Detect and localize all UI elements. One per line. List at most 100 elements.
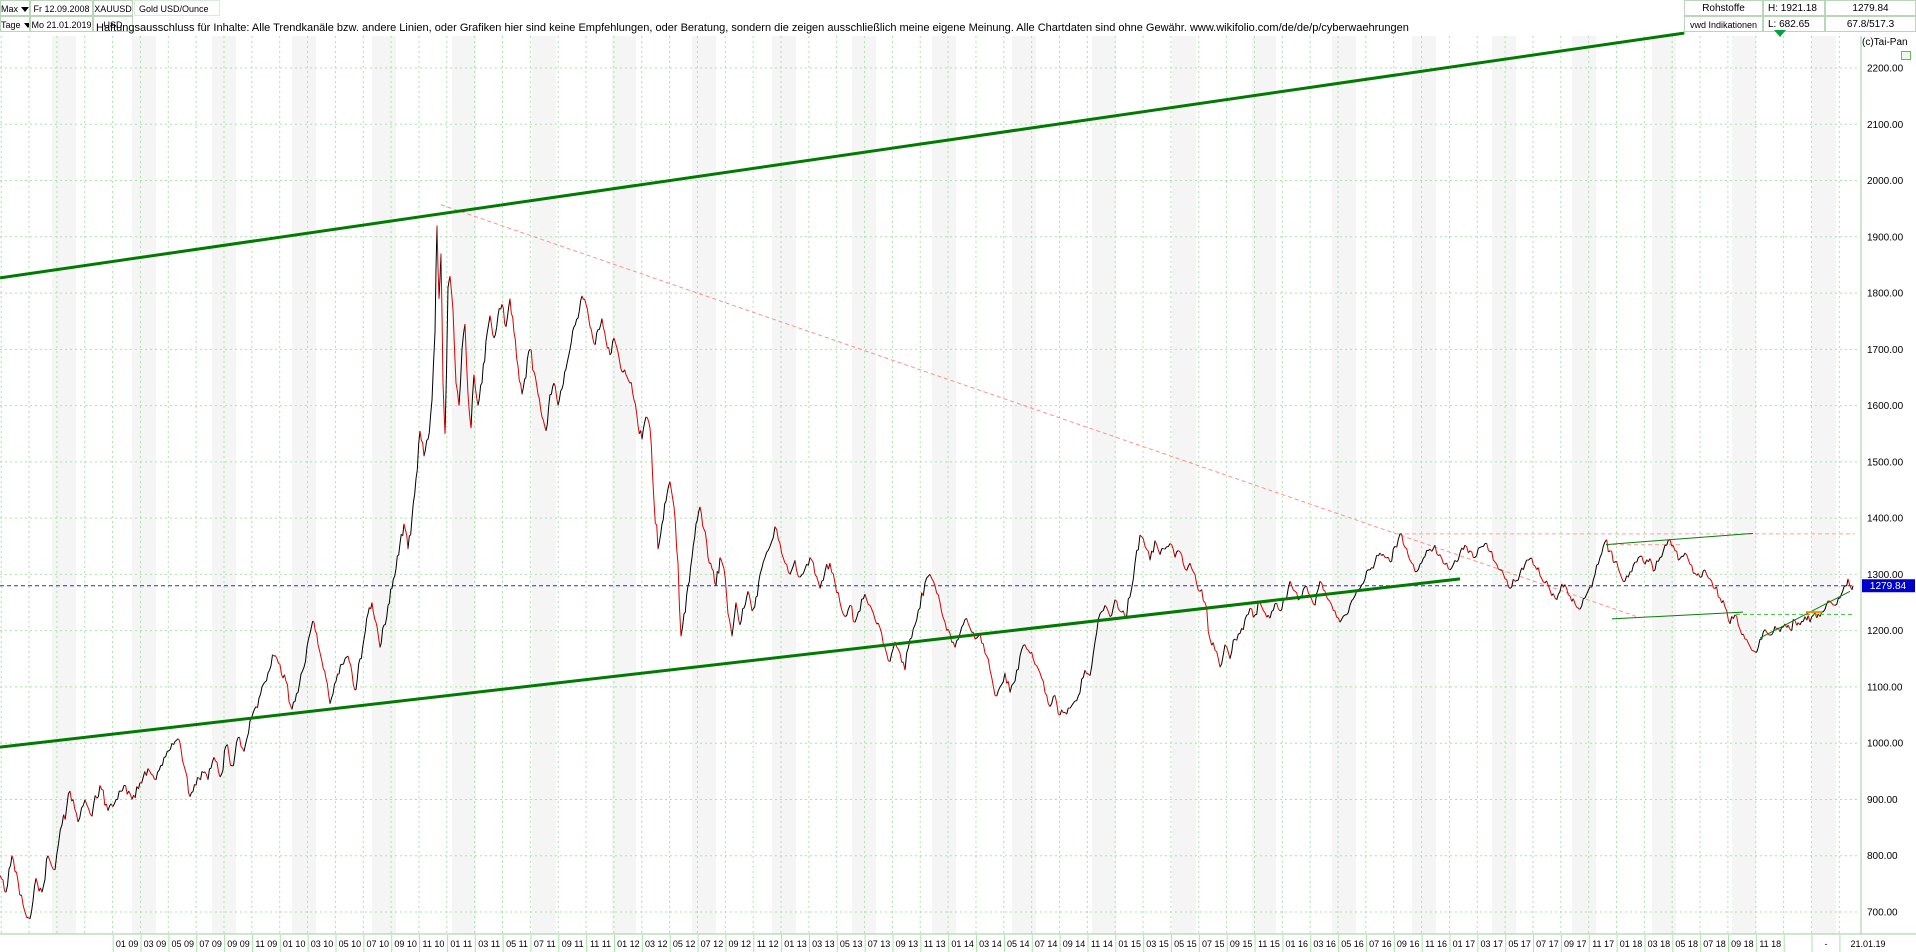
x-axis: 01 09 03 09 05 09 07 09 09 09 11 09 01 10 03 10… — [0, 933, 1916, 952]
source-label: vwd Indikationen — [1684, 16, 1763, 32]
x-axis-label: 09 10 — [394, 939, 417, 949]
copyright-label: (c)Tai-Pan — [1862, 37, 1908, 48]
y-axis-label: 800.00 — [1867, 851, 1898, 862]
x-axis-label: 05 17 — [1508, 939, 1531, 949]
x-axis-label: 11 14 — [1091, 939, 1113, 949]
date-to-field[interactable]: Mo 21.01.2019 — [30, 16, 93, 32]
currency-field: USD — [93, 16, 133, 32]
x-axis-label: 05 11 — [506, 939, 528, 949]
x-axis-label: 11 15 — [1258, 939, 1280, 949]
disclaimer-text: Haftungsausschluss für Inhalte: Alle Tre… — [96, 22, 1409, 34]
x-axis-label: 07 09 — [199, 939, 222, 949]
x-axis-label: 09 12 — [729, 939, 752, 949]
high-value: H: 1921.18 — [1763, 0, 1825, 16]
x-axis-label: 11 09 — [255, 939, 277, 949]
mini-expand-icon[interactable] — [1901, 51, 1911, 60]
x-axis-label: 11 12 — [757, 939, 779, 949]
y-axis: 2200.00 2100.00 2000.00 1900.00 1800.00 1700.… — [1860, 36, 1916, 934]
range-dropdown[interactable]: Max — [0, 0, 30, 16]
last-price-badge-text: 1279.84 — [1870, 581, 1907, 592]
symbol-field[interactable]: XAUUSD — [93, 0, 133, 16]
x-axis-label: 07 10 — [366, 939, 389, 949]
x-axis-label: 09 14 — [1063, 939, 1086, 949]
x-axis-label: 05 10 — [339, 939, 362, 949]
last-value: 1279.84 — [1825, 0, 1916, 16]
price-down-segments — [0, 225, 1853, 920]
x-axis-label: 11 16 — [1425, 939, 1447, 949]
x-axis-label: 11 13 — [924, 939, 946, 949]
x-axis-label: 03 16 — [1313, 939, 1336, 949]
x-axis-label: 11 17 — [1592, 939, 1614, 949]
x-axis-label: 03 12 — [645, 939, 668, 949]
x-axis-label: 07 12 — [701, 939, 724, 949]
misc-stats: 67.8/517.3 — [1825, 16, 1916, 32]
x-axis-label: 03 10 — [311, 939, 334, 949]
x-axis-label: 03 17 — [1480, 939, 1503, 949]
y-axis-label: 2000.00 — [1867, 176, 1904, 187]
resistance-diagonal-dashed — [440, 204, 1641, 619]
x-axis-label: 01 11 — [450, 939, 472, 949]
low-value: L: 682.65 — [1763, 16, 1825, 32]
x-axis-label: 01 18 — [1620, 939, 1643, 949]
x-axis-label: 03 15 — [1146, 939, 1169, 949]
range-dropdown-label: Max — [1, 4, 19, 14]
y-axis-label: 1300.00 — [1867, 570, 1904, 581]
x-axis-label: 11 10 — [423, 939, 445, 949]
y-axis-label: 2100.00 — [1867, 120, 1904, 131]
x-axis-label: 07 11 — [534, 939, 556, 949]
chevron-down-icon — [21, 7, 29, 13]
x-axis-label: 01 14 — [951, 939, 974, 949]
x-axis-label: 05 15 — [1174, 939, 1197, 949]
x-axis-label: 01 17 — [1453, 939, 1476, 949]
y-axis-label: 1800.00 — [1867, 289, 1904, 300]
background-bands — [52, 36, 1836, 934]
x-axis-label: 03 09 — [144, 939, 167, 949]
date-marker-icon — [1774, 30, 1786, 37]
x-axis-label: 01 10 — [283, 939, 306, 949]
last-price-badge: 1279.84 — [1862, 579, 1915, 593]
x-axis-label: 03 11 — [478, 939, 500, 949]
x-axis-label: - — [1825, 939, 1828, 949]
x-axis-label: 09 13 — [896, 939, 919, 949]
y-axis-label: 1700.00 — [1867, 345, 1904, 356]
y-axis-label: 2200.00 — [1867, 64, 1904, 75]
x-axis-label: 09 16 — [1397, 939, 1420, 949]
annotations-under — [0, 204, 1855, 619]
instrument-name: Gold USD/Ounce — [134, 0, 220, 16]
short-term-uptrend — [1759, 590, 1851, 639]
period-dropdown[interactable]: Tage — [0, 16, 30, 32]
trendline-2018-tops — [1605, 532, 1754, 546]
annotations-over — [0, 31, 1855, 749]
x-axis-label: 05 14 — [1007, 939, 1030, 949]
x-axis-label: 05 16 — [1341, 939, 1364, 949]
upper-channel-line — [0, 31, 1685, 280]
x-axis-label: 01 16 — [1286, 939, 1309, 949]
x-axis-label: 09 15 — [1230, 939, 1253, 949]
x-axis-label: 07 18 — [1703, 939, 1726, 949]
y-axis-label: 1000.00 — [1867, 739, 1904, 750]
x-axis-label: 11 11 — [590, 939, 611, 949]
x-axis-label: 05 12 — [673, 939, 696, 949]
x-axis-label: 07 16 — [1369, 939, 1392, 949]
x-axis-label: 03 18 — [1648, 939, 1671, 949]
x-axis-label: 05 13 — [840, 939, 863, 949]
y-axis-label: 1400.00 — [1867, 514, 1904, 525]
period-dropdown-label: Tage — [1, 20, 21, 30]
lower-channel-line — [0, 577, 1461, 749]
date-from-field[interactable]: Fr 12.09.2008 — [30, 0, 93, 16]
x-axis-label: 07 14 — [1035, 939, 1058, 949]
x-axis-label: 09 09 — [227, 939, 250, 949]
y-axis-label: 1500.00 — [1867, 457, 1904, 468]
x-axis-label: 03 13 — [812, 939, 835, 949]
x-axis-label: 01 13 — [784, 939, 807, 949]
category-label: Rohstoffe — [1684, 0, 1763, 16]
chevron-down-icon — [23, 23, 29, 29]
x-axis-label: 09 11 — [562, 939, 584, 949]
price-series — [0, 225, 1854, 920]
x-axis-label: 01 15 — [1118, 939, 1141, 949]
x-axis-label: 07 13 — [868, 939, 891, 949]
x-axis-label: 09 17 — [1564, 939, 1587, 949]
y-axis-label: 1600.00 — [1867, 401, 1904, 412]
x-axis-label: 01 12 — [617, 939, 640, 949]
